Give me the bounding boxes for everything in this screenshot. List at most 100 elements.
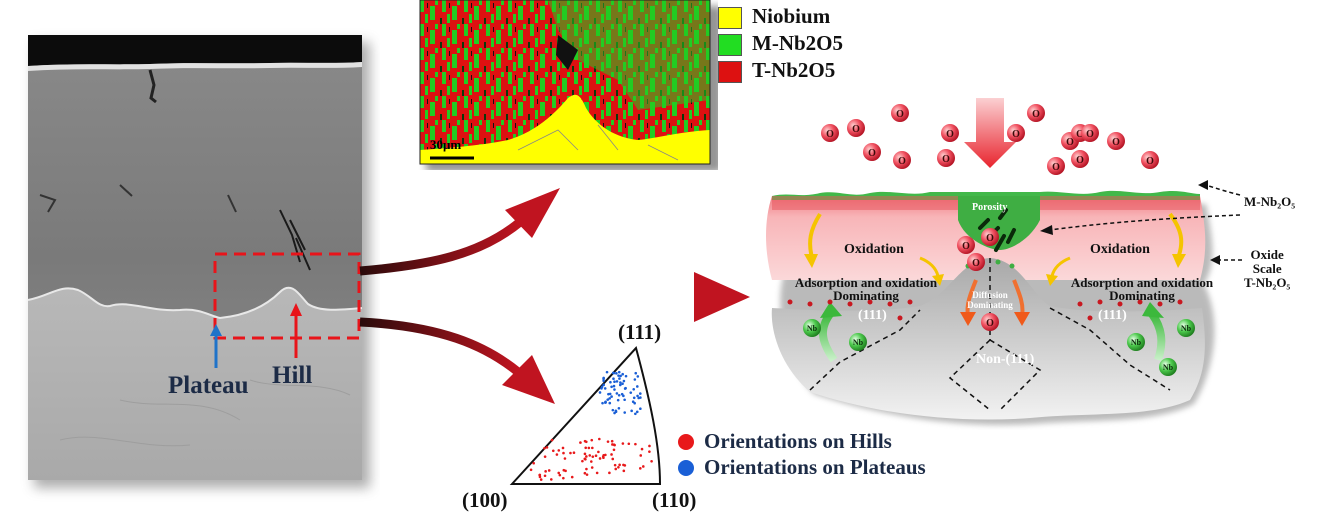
ipf-point-plateau: [611, 408, 615, 412]
ipf-point-hill: [585, 473, 589, 476]
svg-text:O: O: [1112, 137, 1120, 148]
ipf-point-hill: [549, 478, 553, 481]
ipf-point-plateau: [610, 385, 613, 389]
svg-text:O: O: [898, 156, 906, 167]
oxygen-atom: O: [821, 124, 839, 142]
ipf-point-plateau: [633, 378, 637, 381]
ipf-point-hill: [610, 453, 613, 456]
ipf-point-hill: [614, 467, 618, 471]
ipf-point-hill: [584, 446, 588, 450]
ipf-point-plateau: [612, 384, 616, 388]
arrow-to-ebsd: [359, 218, 523, 276]
ipf-point-hill: [529, 468, 533, 472]
ipf-point-plateau: [605, 370, 609, 374]
svg-text:O: O: [946, 129, 954, 140]
arrow-to-ipf: [359, 317, 521, 376]
ebsd-phase-map: [419, 0, 722, 172]
ipf-point-hill: [572, 451, 576, 455]
arrow-head-ipf: [502, 355, 555, 404]
svg-text:O: O: [868, 148, 876, 159]
ipf-point-plateau: [608, 392, 612, 396]
ipf-point-hill: [583, 457, 587, 461]
ipf-point-hill: [547, 469, 551, 472]
sem-micrograph: [27, 35, 370, 488]
oxygen-atom: O: [1141, 151, 1159, 169]
svg-text:O: O: [942, 154, 950, 165]
ipf-triangle: [509, 345, 662, 485]
ipf-point-plateau: [635, 410, 639, 414]
ipf-point-plateau: [615, 380, 619, 383]
ipf-point-hill: [598, 437, 601, 441]
ipf-point-hill: [538, 473, 541, 477]
ipf-point-plateau: [634, 371, 638, 375]
ipf-point-hill: [590, 438, 594, 442]
svg-text:O: O: [1076, 129, 1084, 140]
svg-text:Nb: Nb: [1163, 363, 1174, 372]
ipf-point-hill: [621, 442, 625, 445]
ipf-point-plateau: [600, 385, 604, 389]
ipf-point-hill: [545, 446, 549, 449]
ipf-point-hill: [563, 457, 567, 460]
oxygen-atom: O: [941, 124, 959, 142]
adsorption-label-right: Adsorption and oxidation Dominating: [1062, 276, 1222, 302]
ipf-point-plateau: [617, 370, 621, 374]
oxygen-atom: O: [1081, 124, 1099, 142]
ipf-point-hill: [595, 471, 599, 475]
legend-dot-hills: [678, 434, 694, 450]
ipf-point-plateau: [636, 394, 639, 398]
ipf-point-plateau: [617, 406, 621, 410]
ipf-point-plateau: [636, 375, 640, 378]
plateau-label: Plateau: [168, 372, 249, 399]
ipf-point-plateau: [612, 371, 616, 375]
legend-swatch-niobium: [718, 7, 742, 29]
legend-label-plateaus: Orientations on Plateaus: [704, 455, 926, 479]
ipf-point-hill: [561, 446, 565, 450]
niobium-atom: Nb: [803, 319, 821, 337]
ipf-point-hill: [627, 442, 631, 446]
ipf-point-plateau: [616, 398, 620, 402]
adsorption-left-line1: Adsorption and oxidation: [794, 275, 938, 290]
ipf-point-hill: [608, 471, 611, 475]
callout-oxide-line3: T-Nb₂O₅: [1244, 275, 1291, 290]
legend-label-m-nb2o5: M-Nb2O5: [752, 31, 843, 55]
oxygen-atom: O: [1007, 124, 1025, 142]
oxygen-flux-arrow: [964, 98, 1016, 168]
ipf-point-hill: [532, 461, 535, 465]
adsorption-left-line2: Dominating: [833, 288, 899, 303]
ipf-point-hill: [639, 454, 643, 457]
legend-swatch-t-nb2o5: [718, 61, 742, 83]
adsorption-right-line2: Dominating: [1109, 288, 1175, 303]
legend-swatch-m-nb2o5: [718, 34, 742, 56]
svg-text:Nb: Nb: [807, 324, 818, 333]
grain-111-right: (111): [1098, 308, 1127, 323]
ipf-point-hill: [569, 451, 572, 455]
arrow-head-ebsd: [505, 188, 560, 238]
ipf-point-hill: [618, 463, 621, 467]
ipf-point-plateau: [636, 385, 639, 388]
ipf-point-hill: [591, 446, 594, 450]
oxygen-atom: O: [893, 151, 911, 169]
svg-text:O: O: [826, 129, 834, 140]
ipf-point-hill: [617, 466, 620, 469]
oxygen-atom: O: [967, 253, 985, 271]
oxygen-atom: O: [981, 228, 999, 246]
ipf-point-plateau: [618, 377, 621, 380]
ipf-point-plateau: [609, 380, 612, 384]
oxygen-atom: O: [1047, 157, 1065, 175]
grain-non111: Non-(111): [976, 352, 1035, 367]
ipf-point-hill: [640, 447, 644, 451]
ipf-point-plateau: [601, 401, 604, 405]
ipf-point-plateau: [632, 388, 636, 391]
oxidation-label-left: Oxidation: [844, 242, 904, 257]
arrow-head-schematic: [694, 272, 750, 322]
ipf-point-hill: [543, 455, 547, 458]
ipf-point-hill: [591, 455, 595, 458]
svg-text:O: O: [1066, 137, 1074, 148]
svg-text:O: O: [972, 258, 980, 269]
ipf-point-plateau: [608, 397, 611, 400]
svg-text:O: O: [1076, 155, 1084, 166]
ipf-point-hill: [650, 460, 653, 463]
ipf-point-hill: [555, 453, 559, 456]
ipf-point-hill: [648, 444, 651, 448]
